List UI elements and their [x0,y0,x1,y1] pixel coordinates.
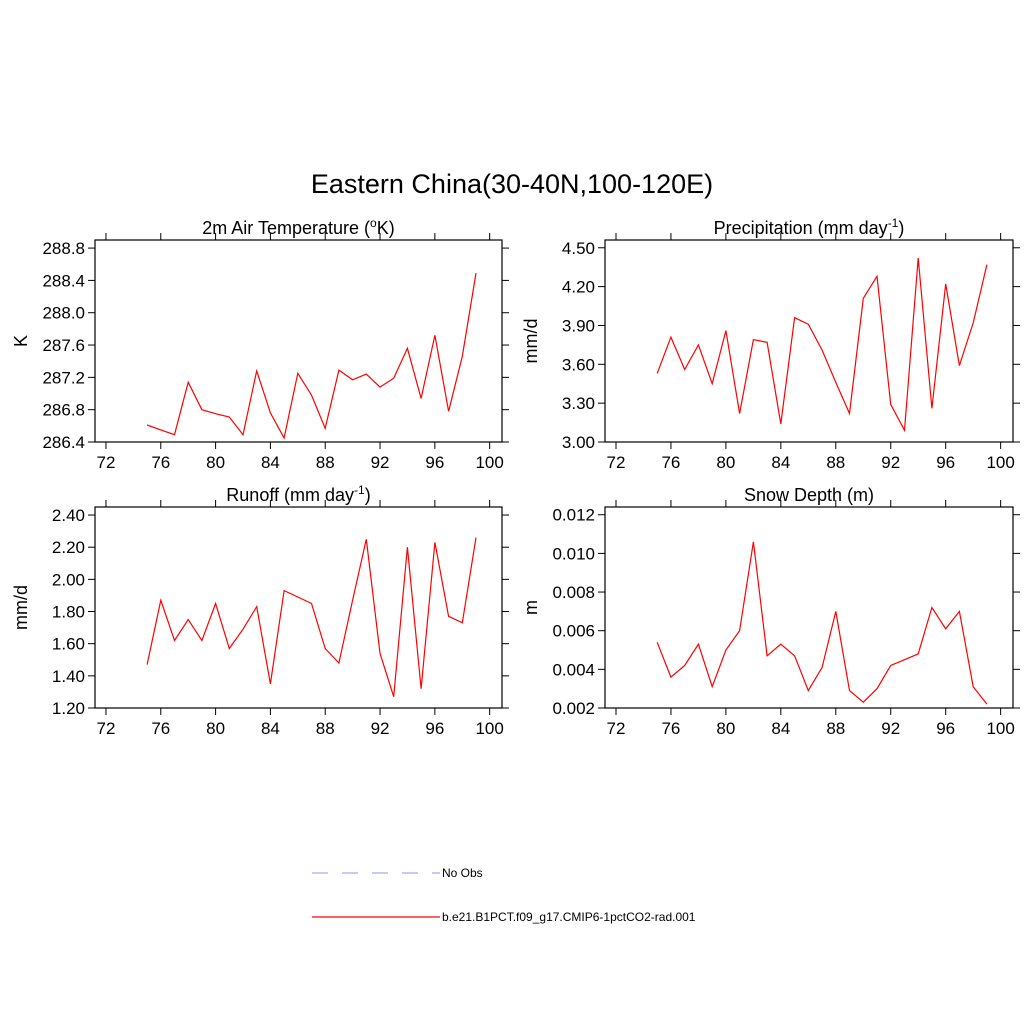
x-tick-label: 80 [716,719,735,738]
y-tick-label: 0.012 [552,506,595,525]
y-tick-label: 1.40 [52,667,85,686]
data-line [656,258,988,433]
y-axis-label: m [521,600,541,615]
x-tick-label: 84 [771,719,790,738]
legend-label: No Obs [442,866,483,880]
title-superscript: o [370,216,377,230]
x-tick-label: 72 [97,453,116,472]
x-tick-label: 100 [475,453,503,472]
x-tick-label: 76 [151,453,170,472]
x-tick-label: 88 [826,453,845,472]
y-tick-label: 0.004 [552,660,595,679]
plot-frame [94,239,503,443]
x-tick-label: 92 [371,719,390,738]
figure-title: Eastern China(30-40N,100-120E) [311,169,713,199]
title-superscript: -1 [888,216,899,230]
legend-label: b.e21.B1PCT.f09_g17.CMIP6-1pctCO2-rad.00… [442,910,696,924]
data-line [146,273,477,440]
x-tick-label: 80 [206,453,225,472]
y-axis-label: mm/d [521,319,541,364]
x-tick-label: 72 [97,719,116,738]
x-tick-label: 96 [936,453,955,472]
x-tick-label: 84 [261,453,280,472]
x-tick-label: 76 [151,719,170,738]
y-tick-label: 3.00 [562,433,595,452]
x-tick-label: 92 [881,719,900,738]
y-tick-label: 286.8 [42,401,85,420]
title-text: 2m Air Temperature ( [202,218,370,238]
y-tick-label: 4.20 [562,278,595,297]
x-tick-label: 76 [661,719,680,738]
y-tick-label: 0.010 [552,544,595,563]
x-tick-label: 88 [826,719,845,738]
y-tick-label: 287.2 [42,368,85,387]
y-tick-label: 1.80 [52,603,85,622]
y-tick-label: 2.20 [52,538,85,557]
panel-title: 2m Air Temperature (oK) [202,216,394,238]
title-text: Snow Depth (m) [744,485,874,505]
x-tick-label: 88 [316,453,335,472]
x-tick-label: 84 [771,453,790,472]
x-tick-label: 100 [475,719,503,738]
x-tick-label: 80 [716,453,735,472]
data-line [146,537,477,697]
title-text: Runoff (mm day [226,485,354,505]
x-tick-label: 76 [661,453,680,472]
y-tick-label: 2.00 [52,570,85,589]
title-text: Precipitation (mm day [714,218,888,238]
plot-frame [94,506,503,709]
x-tick-label: 96 [425,719,444,738]
y-axis-label: mm/d [11,585,31,630]
y-tick-label: 0.002 [552,699,595,718]
y-tick-label: 1.20 [52,699,85,718]
y-tick-label: 286.4 [42,433,85,452]
y-tick-label: 3.60 [562,355,595,374]
y-tick-label: 3.30 [562,394,595,413]
y-tick-label: 0.006 [552,622,595,641]
title-superscript: -1 [354,483,365,497]
y-tick-label: 288.0 [42,304,85,323]
panel-title: Runoff (mm day-1) [226,483,370,505]
y-tick-label: 1.60 [52,635,85,654]
plot-frame [604,239,1014,443]
title-text: ) [898,218,904,238]
x-tick-label: 88 [316,719,335,738]
x-tick-label: 92 [371,453,390,472]
x-tick-label: 96 [936,719,955,738]
y-tick-label: 4.50 [562,239,595,258]
y-tick-label: 288.4 [42,271,85,290]
x-tick-label: 84 [261,719,280,738]
y-tick-label: 288.8 [42,239,85,258]
y-tick-label: 287.6 [42,336,85,355]
panel-title: Precipitation (mm day-1) [714,216,905,238]
title-text: ) [365,485,371,505]
y-axis-label: K [11,335,31,347]
panel-title: Snow Depth (m) [744,485,874,505]
y-tick-label: 3.90 [562,316,595,335]
x-tick-label: 92 [881,453,900,472]
x-tick-label: 72 [607,453,626,472]
x-tick-label: 100 [986,719,1014,738]
plot-frame [604,506,1014,709]
x-tick-label: 80 [206,719,225,738]
data-line [656,541,988,705]
x-tick-label: 72 [607,719,626,738]
y-tick-label: 0.008 [552,583,595,602]
title-text: K) [377,218,395,238]
y-tick-label: 2.40 [52,506,85,525]
x-tick-label: 100 [986,453,1014,472]
x-tick-label: 96 [425,453,444,472]
